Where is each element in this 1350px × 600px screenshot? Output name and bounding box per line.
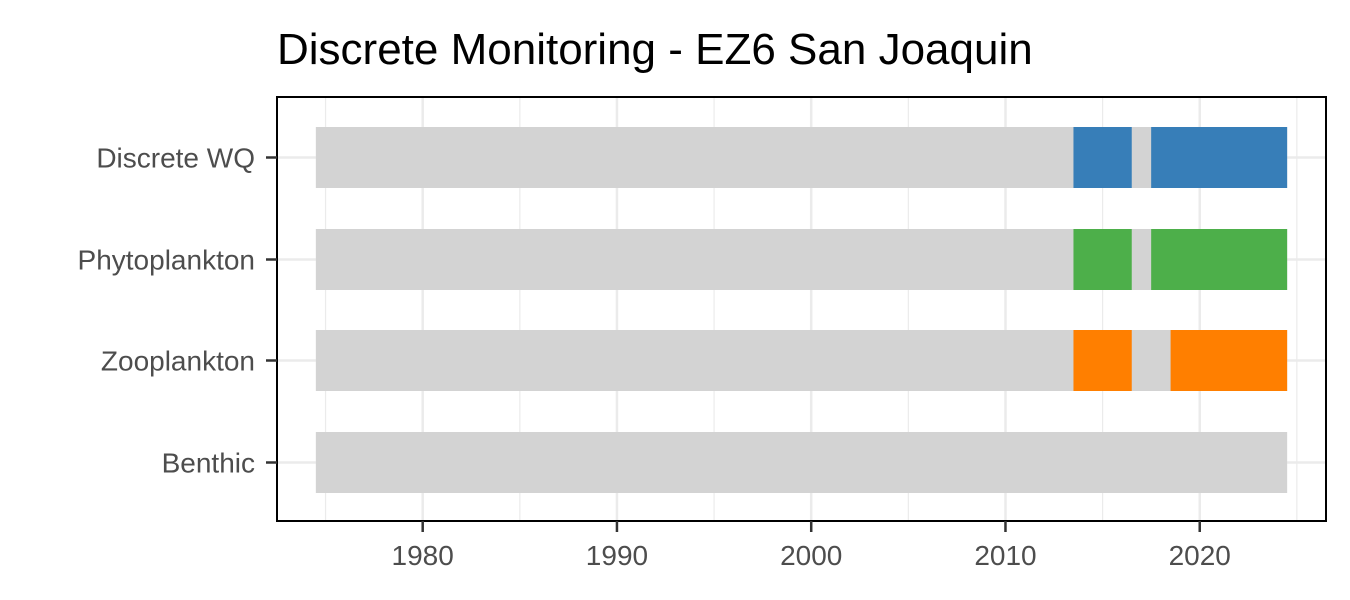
- chart-title: Discrete Monitoring - EZ6 San Joaquin: [277, 25, 1033, 74]
- bar-background-zooplankton: [315, 330, 1288, 391]
- x-axis: 1980 1990 2000 2010 2020: [392, 521, 1231, 571]
- x-tick-label: 2020: [1169, 540, 1231, 571]
- active-period-discrete-wq-2: [1151, 127, 1288, 188]
- y-axis: Discrete WQ Phytoplankton Zooplankton Benth…: [78, 143, 277, 479]
- x-tick-label: 1990: [586, 540, 648, 571]
- bar-background-benthic: [315, 432, 1288, 493]
- active-period-phytoplankton-1: [1073, 229, 1132, 290]
- active-period-zooplankton-2: [1170, 330, 1288, 391]
- x-tick-label: 2010: [974, 540, 1036, 571]
- y-tick-label: Benthic: [162, 448, 255, 479]
- y-tick-label: Phytoplankton: [78, 245, 255, 276]
- bars: [315, 127, 1288, 493]
- active-period-discrete-wq-1: [1073, 127, 1132, 188]
- bar-background-phytoplankton: [315, 229, 1288, 290]
- y-tick-label: Zooplankton: [101, 346, 255, 377]
- y-tick-label: Discrete WQ: [96, 143, 255, 174]
- bar-background-discrete-wq: [315, 127, 1288, 188]
- active-period-zooplankton-1: [1073, 330, 1132, 391]
- plot-panel-border: [276, 96, 1327, 522]
- x-tick-label: 1980: [392, 540, 454, 571]
- active-period-phytoplankton-2: [1151, 229, 1288, 290]
- x-tick-label: 2000: [780, 540, 842, 571]
